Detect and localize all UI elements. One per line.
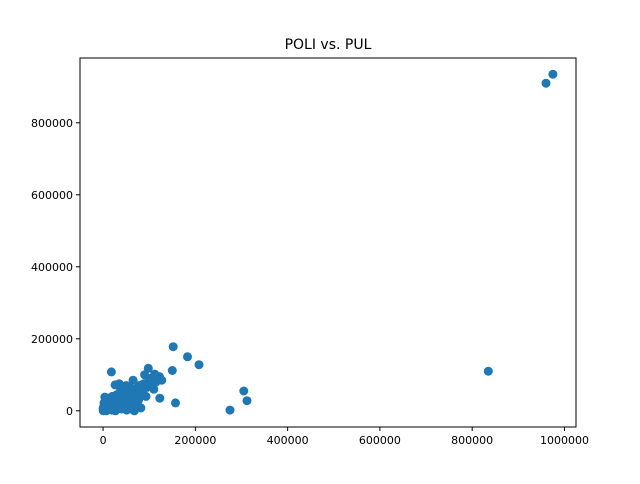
x-tick-label: 200000 <box>174 434 216 447</box>
data-point <box>134 395 144 405</box>
data-point <box>119 395 129 405</box>
plot-frame <box>79 57 577 428</box>
x-tick-label: 800000 <box>451 434 493 447</box>
y-axis: 0 200000 400000 600000 800000 <box>31 117 80 418</box>
data-point <box>155 393 165 403</box>
data-point <box>128 375 138 385</box>
x-axis: 0 200000 400000 600000 800000 1000000 <box>100 427 589 447</box>
x-tick-label: 1000000 <box>540 434 589 447</box>
y-tick-label: 0 <box>66 405 73 418</box>
data-point <box>106 367 116 377</box>
y-tick-label: 600000 <box>31 189 73 202</box>
y-tick-label: 800000 <box>31 117 73 130</box>
data-point <box>194 360 204 370</box>
points-layer <box>98 69 558 416</box>
y-tick-label: 200000 <box>31 333 73 346</box>
x-tick-label: 400000 <box>267 434 309 447</box>
data-point <box>183 352 192 362</box>
data-point <box>239 386 249 396</box>
data-point <box>140 370 150 380</box>
data-point <box>541 78 551 88</box>
data-point <box>171 398 180 408</box>
x-tick-label: 600000 <box>359 434 401 447</box>
data-point <box>141 391 151 401</box>
data-point <box>129 402 138 412</box>
data-point <box>225 405 235 415</box>
data-point <box>483 366 493 376</box>
data-point <box>167 366 177 375</box>
data-point <box>242 396 252 406</box>
data-point <box>168 342 178 352</box>
chart-title: POLI vs. PUL <box>285 37 372 53</box>
data-point <box>147 380 156 390</box>
data-point <box>137 382 147 392</box>
y-tick-label: 400000 <box>31 261 73 274</box>
data-point <box>110 380 120 390</box>
data-point <box>548 69 558 79</box>
x-tick-label: 0 <box>100 434 107 447</box>
